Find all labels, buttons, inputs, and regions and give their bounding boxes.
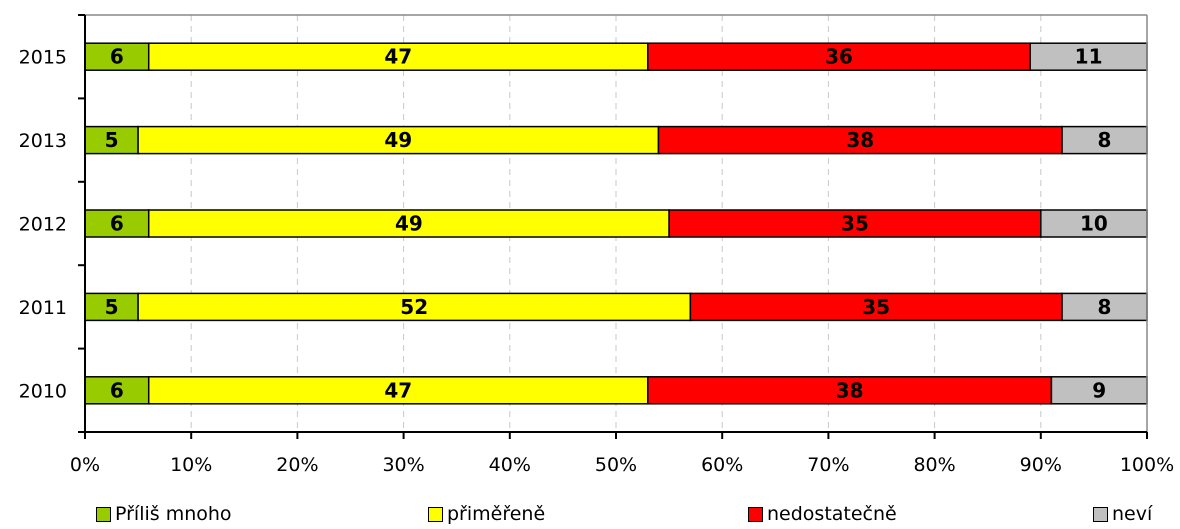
x-tick-label: 60%	[701, 454, 743, 476]
legend-label: nedostatečně	[767, 503, 897, 525]
x-tick-label: 30%	[382, 454, 424, 476]
data-label: 11	[1075, 45, 1103, 69]
bar-segment	[137, 292, 692, 322]
x-tick-label: 10%	[170, 454, 212, 476]
data-label: 6	[110, 212, 124, 236]
bar-segment	[147, 376, 649, 405]
legend-item-prilis-mnoho: Příliš mnoho	[96, 503, 232, 525]
category-label: 2012	[19, 214, 67, 236]
bar-segment	[1061, 125, 1148, 155]
gridlines	[190, 15, 1042, 432]
bar-segment	[647, 376, 1053, 405]
data-label: 49	[395, 212, 423, 236]
legend-item-primerene: přiměřeně	[428, 503, 545, 525]
legend-item-nevi: neví	[1093, 503, 1152, 525]
x-tick-label: 50%	[595, 454, 637, 476]
legend-item-nedostatecne: nedostatečně	[748, 503, 897, 525]
bar-segment	[1061, 292, 1148, 322]
data-label: 49	[384, 128, 412, 152]
bar-segment	[84, 292, 139, 322]
data-label: 10	[1080, 212, 1108, 236]
x-tick-label: 0%	[70, 454, 100, 476]
bar-segment	[689, 292, 1063, 322]
data-label: 35	[862, 295, 890, 319]
x-tick-label: 20%	[276, 454, 318, 476]
axes: 2015 2013 2012 2011 2010 0% 10% 20% 30% 40% 50% 60%…	[19, 14, 1174, 476]
legend-swatch	[96, 506, 111, 522]
data-label: 47	[384, 378, 412, 402]
x-tick-label: 40%	[489, 454, 531, 476]
data-label: 5	[105, 128, 119, 152]
data-label: 38	[836, 378, 864, 402]
data-label: 38	[846, 128, 874, 152]
x-tick-label: 90%	[1020, 454, 1062, 476]
legend-swatch	[428, 506, 443, 522]
data-label: 8	[1098, 128, 1112, 152]
category-label: 2010	[19, 380, 67, 402]
data-label: 6	[110, 378, 124, 402]
category-label: 2015	[19, 47, 67, 69]
legend-label: neví	[1112, 503, 1153, 525]
x-tick-label: 100%	[1120, 454, 1174, 476]
x-tick-label: 80%	[913, 454, 955, 476]
data-label: 9	[1092, 378, 1106, 402]
bar-segment	[657, 125, 1063, 155]
data-label: 36	[825, 45, 853, 69]
category-label: 2011	[19, 297, 67, 319]
data-label: 47	[384, 45, 412, 69]
bar-segment	[84, 209, 150, 238]
data-label: 5	[105, 295, 119, 319]
legend-swatch	[1093, 506, 1108, 522]
bar-segment	[84, 42, 150, 71]
bar-segment	[647, 42, 1031, 71]
data-label: 8	[1098, 295, 1112, 319]
data-label: 6	[110, 45, 124, 69]
legend-label: Příliš mnoho	[115, 503, 232, 525]
bar-segment	[668, 209, 1042, 238]
data-label: 52	[400, 295, 428, 319]
x-tick-label: 70%	[807, 454, 849, 476]
data-label: 35	[841, 212, 869, 236]
bars: 6 47 36 11 5 49 38 8 6 49 35 10 5 52 35 8 6 47 38 9	[84, 42, 1148, 405]
legend-swatch	[748, 506, 763, 522]
category-label: 2013	[19, 130, 67, 152]
legend-label: přiměřeně	[447, 503, 546, 525]
